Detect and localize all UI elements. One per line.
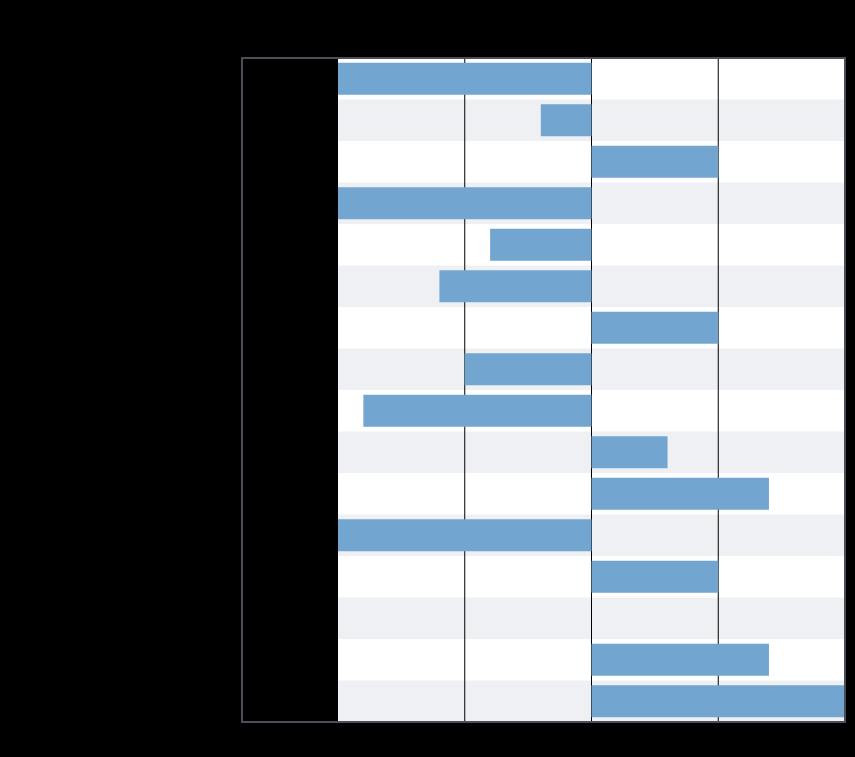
- bar: [338, 62, 592, 95]
- x-tick-label: 0: [588, 730, 595, 744]
- bar: [591, 477, 769, 510]
- bar: [591, 311, 719, 344]
- x-tick-label: -1: [459, 730, 470, 744]
- x-tick-label: 1: [715, 730, 722, 744]
- bar: [363, 394, 592, 427]
- bar: [591, 643, 769, 676]
- bar: [439, 270, 592, 303]
- bar: [591, 685, 845, 718]
- plot-frame: [241, 57, 846, 723]
- bar: [338, 187, 592, 220]
- bar: [591, 560, 719, 593]
- bar: [591, 145, 719, 178]
- bar: [464, 353, 592, 386]
- bar: [540, 104, 592, 137]
- bar: [591, 436, 668, 469]
- bar: [490, 228, 592, 261]
- bar: [338, 519, 592, 552]
